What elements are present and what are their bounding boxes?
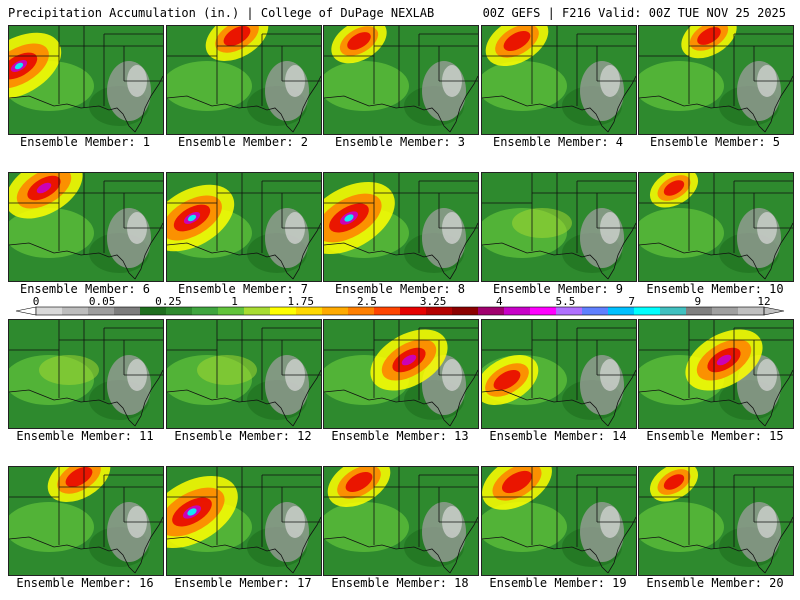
colorbar-tick-label: 5.5: [556, 296, 576, 308]
ensemble-member-label: Ensemble Member: 11: [16, 429, 154, 443]
colorbar-swatch: [634, 307, 661, 315]
colorbar-tick-label: 12: [757, 296, 770, 308]
ensemble-member-19-map: [481, 466, 637, 576]
colorbar-swatch: [608, 307, 635, 315]
ensemble-member-label: Ensemble Member: 15: [646, 429, 784, 443]
colorbar-tick-label: 3.25: [420, 296, 447, 308]
ensemble-member-label: Ensemble Member: 3: [334, 135, 466, 149]
ensemble-member-label: Ensemble Member: 2: [177, 135, 309, 149]
colorbar-tick-label: 7: [628, 296, 635, 308]
model-valid-time: 00Z GEFS | F216 Valid: 00Z TUE NOV 25 20…: [482, 6, 786, 20]
ensemble-member-label: Ensemble Member: 4: [492, 135, 624, 149]
colorbar-swatch: [244, 307, 271, 315]
ensemble-member-label: Ensemble Member: 19: [489, 576, 627, 590]
ensemble-member-16-map: [8, 466, 164, 576]
colorbar-swatch: [504, 307, 531, 315]
ensemble-member-label: Ensemble Member: 13: [331, 429, 469, 443]
colorbar-swatch: [686, 307, 713, 315]
ensemble-member-1-map: [8, 25, 164, 135]
ensemble-member-11-map: [8, 319, 164, 429]
colorbar-swatch: [400, 307, 427, 315]
colorbar-swatch: [114, 307, 141, 315]
colorbar-swatch: [218, 307, 245, 315]
ensemble-member-label: Ensemble Member: 9: [492, 282, 624, 296]
ensemble-member-label: Ensemble Member: 7: [177, 282, 309, 296]
colorbar-tick-label: 0.05: [89, 296, 116, 308]
colorbar-swatch: [192, 307, 219, 315]
ensemble-member-3-map: [323, 25, 479, 135]
ensemble-member-2-map: [166, 25, 322, 135]
ensemble-member-12-map: [166, 319, 322, 429]
colorbar-swatch: [582, 307, 609, 315]
ensemble-member-label: Ensemble Member: 16: [16, 576, 154, 590]
colorbar-swatch: [738, 307, 765, 315]
ensemble-member-label: Ensemble Member: 20: [646, 576, 784, 590]
colorbar-swatch: [296, 307, 323, 315]
ensemble-member-label: Ensemble Member: 17: [174, 576, 312, 590]
colorbar-tick-label: 1: [231, 296, 238, 308]
colorbar-swatch: [530, 307, 557, 315]
colorbar-swatch: [36, 307, 63, 315]
colorbar-swatch: [478, 307, 505, 315]
colorbar-swatch: [140, 307, 167, 315]
colorbar-tick-label: 4: [496, 296, 503, 308]
colorbar-swatch: [166, 307, 193, 315]
ensemble-member-label: Ensemble Member: 12: [174, 429, 312, 443]
ensemble-member-13-map: [323, 319, 479, 429]
ensemble-member-18-map: [323, 466, 479, 576]
colorbar-max-arrow: [763, 306, 785, 316]
ensemble-member-7-map: [166, 172, 322, 282]
ensemble-member-label: Ensemble Member: 6: [19, 282, 151, 296]
colorbar-tick-label: 9: [695, 296, 702, 308]
colorbar-tick-label: 1.75: [287, 296, 314, 308]
colorbar-swatch: [660, 307, 687, 315]
colorbar-tick-label: 2.5: [357, 296, 377, 308]
ensemble-member-4-map: [481, 25, 637, 135]
ensemble-member-6-map: [8, 172, 164, 282]
ensemble-member-8-map: [323, 172, 479, 282]
colorbar-swatch: [322, 307, 349, 315]
ensemble-member-5-map: [638, 25, 794, 135]
colorbar-swatch: [374, 307, 401, 315]
ensemble-member-label: Ensemble Member: 1: [19, 135, 151, 149]
colorbar-swatch: [270, 307, 297, 315]
ensemble-member-15-map: [638, 319, 794, 429]
colorbar-swatch: [62, 307, 89, 315]
colorbar-min-arrow: [15, 306, 37, 316]
colorbar-swatch: [452, 307, 479, 315]
map-title: Precipitation Accumulation (in.) | Colle…: [8, 6, 435, 20]
ensemble-member-label: Ensemble Member: 14: [489, 429, 627, 443]
colorbar-swatch: [556, 307, 583, 315]
colorbar-swatch: [88, 307, 115, 315]
colorbar-swatch: [712, 307, 739, 315]
ensemble-member-10-map: [638, 172, 794, 282]
colorbar-swatch: [348, 307, 375, 315]
colorbar-swatch: [426, 307, 453, 315]
colorbar: 0 0.05 0.25 1 1.75 2.5 3.25 4 5.5 7 9 12: [15, 296, 785, 316]
ensemble-member-14-map: [481, 319, 637, 429]
ensemble-member-label: Ensemble Member: 10: [646, 282, 784, 296]
ensemble-member-9-map: [481, 172, 637, 282]
ensemble-member-label: Ensemble Member: 18: [331, 576, 469, 590]
colorbar-tick-label: 0.25: [155, 296, 182, 308]
colorbar-tick-label: 0: [33, 296, 40, 308]
ensemble-member-17-map: [166, 466, 322, 576]
ensemble-member-label: Ensemble Member: 5: [649, 135, 781, 149]
ensemble-member-20-map: [638, 466, 794, 576]
ensemble-member-label: Ensemble Member: 8: [334, 282, 466, 296]
